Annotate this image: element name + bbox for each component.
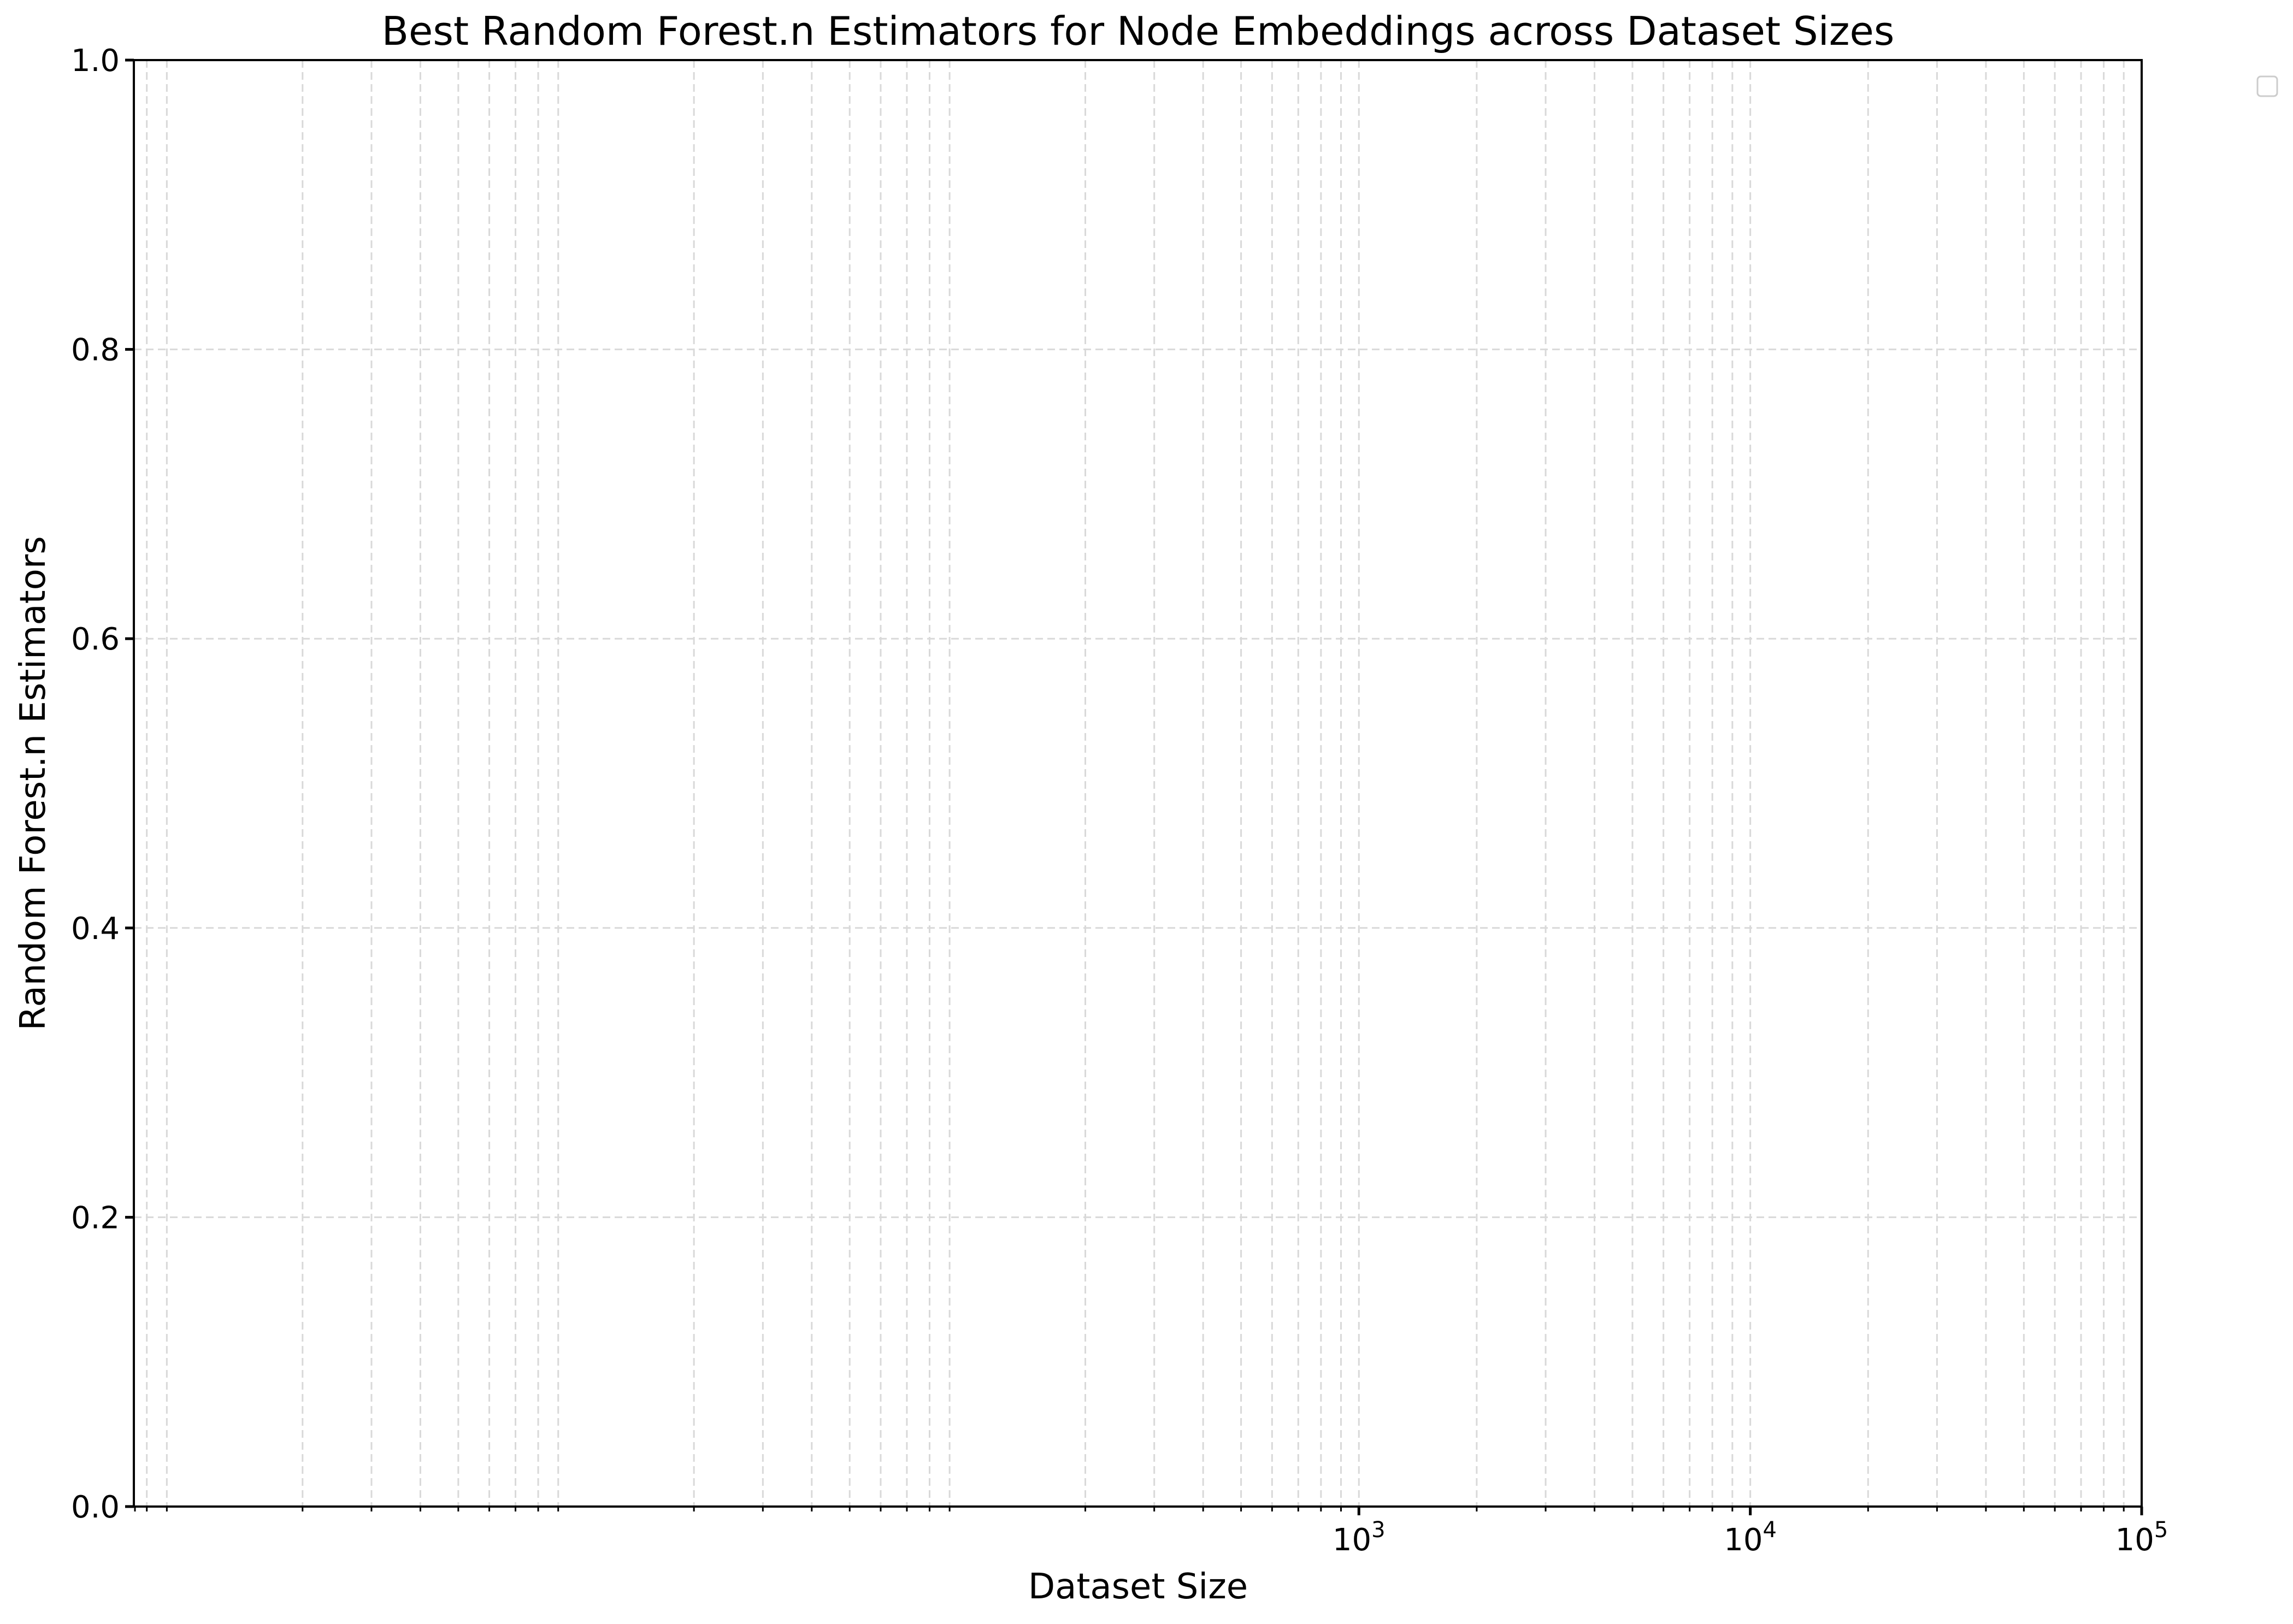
y-tick-label: 0.0 — [71, 1490, 120, 1525]
x-tick-label-base: 10 — [1724, 1522, 1763, 1558]
y-tick-label: 0.8 — [71, 333, 120, 368]
y-tick-label: 0.6 — [71, 622, 120, 657]
x-tick-label: 103 — [1333, 1517, 1386, 1558]
y-tick-label: 1.0 — [71, 43, 120, 79]
legend-box — [2256, 75, 2278, 97]
grid-lines — [134, 60, 2142, 1507]
x-tick-label-base: 10 — [1333, 1522, 1371, 1558]
plot-area-frame — [133, 59, 2143, 1508]
y-axis-label: Random Forest.n Estimators — [13, 536, 54, 1030]
x-tick-label-exponent: 5 — [2154, 1517, 2168, 1543]
chart-title: Best Random Forest.n Estimators for Node… — [382, 8, 1895, 54]
x-tick-label: 105 — [2115, 1517, 2168, 1558]
x-tick-label-exponent: 3 — [1371, 1517, 1385, 1543]
x-tick-label: 104 — [1724, 1517, 1777, 1558]
x-axis-label: Dataset Size — [1028, 1567, 1248, 1607]
x-tick-label-base: 10 — [2115, 1522, 2154, 1558]
y-tick-label: 0.4 — [71, 911, 120, 947]
y-tick-label: 0.2 — [71, 1200, 120, 1236]
x-tick-label-exponent: 4 — [1763, 1517, 1777, 1543]
